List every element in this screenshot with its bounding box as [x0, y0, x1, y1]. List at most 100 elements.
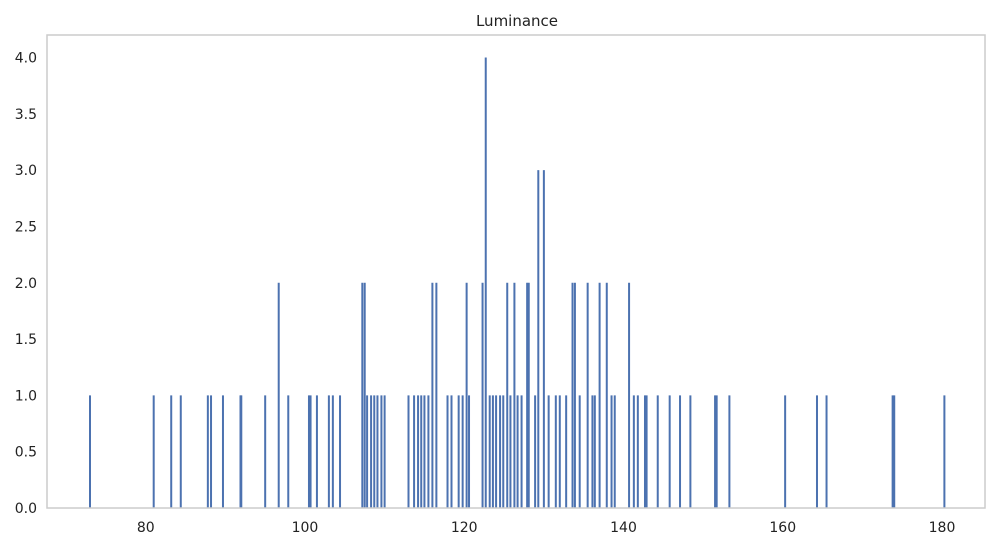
histogram-bar	[610, 395, 613, 508]
y-tick-label: 3.0	[15, 163, 37, 179]
histogram-bar	[481, 282, 484, 508]
histogram-bar	[488, 395, 491, 508]
histogram-bar	[465, 282, 468, 508]
histogram-bar	[339, 395, 342, 508]
histogram-bar	[363, 282, 366, 508]
histogram-bar	[420, 395, 423, 508]
histogram-bar	[413, 395, 416, 508]
x-tick-label: 160	[769, 520, 796, 536]
histogram-bar	[502, 395, 505, 508]
x-tick-label: 80	[137, 520, 155, 536]
histogram-bar	[152, 395, 155, 508]
y-tick-label: 0.5	[15, 445, 37, 461]
histogram-bar	[571, 282, 574, 508]
histogram-bar	[534, 395, 537, 508]
histogram-bar	[598, 282, 601, 508]
histogram-bar	[499, 395, 502, 508]
histogram-bar	[516, 395, 519, 508]
histogram-bar	[537, 170, 540, 508]
histogram-bar	[366, 395, 369, 508]
x-tick-label: 120	[451, 520, 478, 536]
histogram-bar	[591, 395, 594, 508]
histogram-bar	[423, 395, 426, 508]
histogram-bar	[728, 395, 731, 508]
histogram-bar	[331, 395, 334, 508]
plot-area-frame	[46, 34, 986, 509]
histogram-bar	[361, 282, 364, 508]
histogram-bar	[613, 395, 616, 508]
y-axis-ticks: 0.0 0.5 1.0 1.5 2.0 2.5 3.0 3.5 4.0	[15, 51, 37, 517]
histogram-bar	[554, 395, 557, 508]
histogram-bar	[815, 395, 818, 508]
histogram-bar	[495, 395, 498, 508]
histogram-bar	[417, 395, 420, 508]
histogram-bar	[435, 282, 438, 508]
histogram-bar	[309, 395, 312, 508]
y-tick-label: 4.0	[15, 51, 37, 67]
histogram-bar	[784, 395, 787, 508]
histogram-bar	[170, 395, 173, 508]
histogram-bar	[656, 395, 659, 508]
histogram-bar	[287, 395, 290, 508]
histogram-bar	[450, 395, 453, 508]
histogram-bar	[578, 395, 581, 508]
histogram-bar	[383, 395, 386, 508]
histogram-bar	[373, 395, 376, 508]
histogram-bar	[891, 395, 894, 508]
y-tick-label: 1.0	[15, 388, 37, 404]
x-tick-label: 180	[929, 520, 956, 536]
histogram-bar	[315, 395, 318, 508]
histogram-bar	[380, 395, 383, 508]
histogram-bar	[506, 282, 509, 508]
histogram-bar	[715, 395, 718, 508]
histogram-bar	[565, 395, 568, 508]
x-axis-ticks: 80 100 120 140 160 180	[137, 520, 956, 536]
histogram-bar	[643, 395, 646, 508]
histogram-bar	[509, 395, 512, 508]
histogram-bar	[468, 395, 471, 508]
histogram-bar	[558, 395, 561, 508]
histogram-bar	[221, 395, 224, 508]
histogram-bar	[179, 395, 182, 508]
histogram-bar	[461, 395, 464, 508]
y-tick-label: 0.0	[15, 501, 37, 517]
histogram-bar	[491, 395, 494, 508]
histogram-bar	[593, 395, 596, 508]
x-tick-label: 140	[610, 520, 637, 536]
histogram-bar	[520, 395, 523, 508]
histogram-bar	[628, 282, 631, 508]
histogram-bar	[277, 282, 280, 508]
bars-group	[89, 57, 946, 509]
histogram-bar	[636, 395, 639, 508]
histogram-bar	[527, 282, 530, 508]
histogram-bar	[605, 282, 608, 508]
histogram-bar	[446, 395, 449, 508]
y-tick-label: 2.0	[15, 276, 37, 292]
histogram-bar	[542, 170, 545, 508]
histogram-bar	[573, 282, 576, 508]
histogram-bar	[370, 395, 373, 508]
y-tick-label: 3.5	[15, 107, 37, 123]
histogram-bar	[513, 282, 516, 508]
histogram-bar	[586, 282, 589, 508]
histogram-bar	[645, 395, 648, 508]
x-tick-label: 100	[292, 520, 319, 536]
histogram-bar	[457, 395, 460, 508]
histogram-bar	[427, 395, 430, 508]
histogram-bar	[376, 395, 379, 508]
histogram-bar	[484, 57, 487, 509]
histogram-bar	[668, 395, 671, 508]
histogram-bar	[825, 395, 828, 508]
histogram-bar	[407, 395, 410, 508]
histogram-bar	[679, 395, 682, 508]
histogram-bar	[327, 395, 330, 508]
histogram-bar	[264, 395, 267, 508]
histogram-bar	[526, 282, 529, 508]
y-tick-label: 2.5	[15, 219, 37, 235]
chart-title: Luminance	[476, 12, 558, 30]
histogram-bar	[206, 395, 209, 508]
histogram-bar	[89, 395, 91, 508]
histogram-bar	[547, 395, 550, 508]
